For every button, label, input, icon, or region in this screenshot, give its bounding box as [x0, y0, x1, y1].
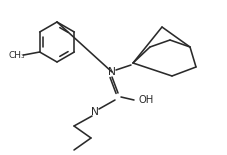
Text: N: N [91, 107, 99, 117]
Text: N: N [108, 67, 115, 77]
Text: OH: OH [138, 95, 153, 105]
Text: CH₃: CH₃ [8, 51, 25, 60]
